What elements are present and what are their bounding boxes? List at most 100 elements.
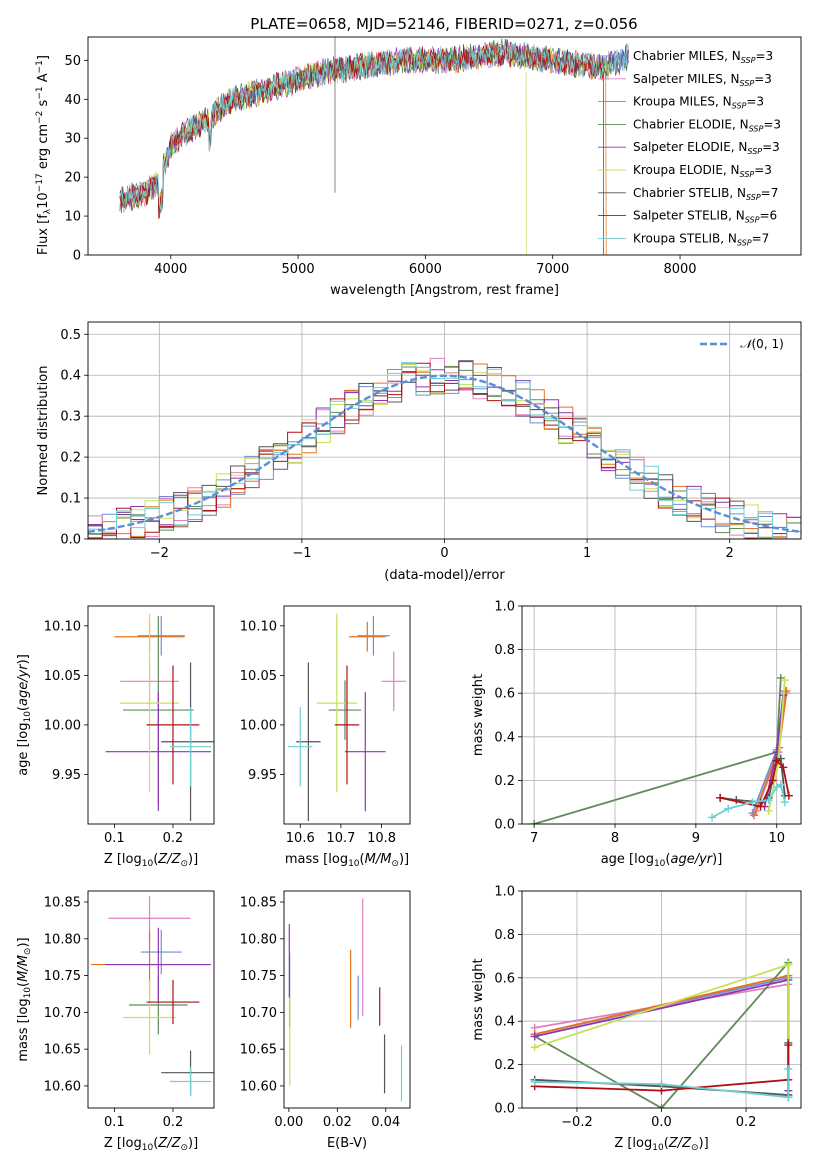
mass-weight-marker: [776, 754, 785, 763]
y-axis-label: age [log10(age/yr)]: [16, 654, 33, 776]
y-tick-label: 10: [64, 210, 81, 225]
plot-area: [105, 613, 214, 822]
mass-weight-marker: [784, 960, 793, 969]
mass-weight-vs-age-panel: 7 8 9 10 0.0 0.2 0.4 0.6 0.8 1.0 age [log10(age/yr…: [471, 600, 802, 869]
y-axis-label: Normed distribution: [36, 366, 51, 496]
axes-frame: [521, 605, 802, 825]
y-tick-label: 0.6: [494, 687, 515, 702]
legend-label: Salpeter MILES, NSSP=3: [633, 72, 772, 88]
y-tick-label: 0.0: [494, 1102, 515, 1117]
x-axis-label: wavelength [Angstrom, rest frame]: [330, 283, 559, 298]
x-tick-label: −2: [150, 546, 169, 561]
plot-area: [530, 958, 793, 1108]
mass-weight-marker: [780, 676, 789, 685]
x-tick-label: 7000: [536, 262, 569, 277]
spectrum-line-kroupa-miles: [119, 40, 607, 255]
y-tick-label: 10.65: [240, 1043, 277, 1058]
legend-label: Chabrier STELIB, NSSP=7: [633, 186, 778, 202]
y-tick-label: 20: [64, 171, 81, 186]
spectrum-line-salpeter-stelib: [119, 39, 605, 255]
mass-weight-marker: [724, 804, 733, 813]
mass-weight-marker: [772, 756, 781, 765]
mass-weight-marker: [716, 793, 725, 802]
y-tick-label: 10.10: [44, 619, 81, 634]
x-tick-label: 10: [768, 831, 785, 846]
x-tick-label: 1: [583, 546, 591, 561]
y-tick-label: 10.80: [240, 932, 277, 947]
y-axis-label: mass weight: [471, 674, 486, 756]
plot-area: [288, 898, 403, 1102]
y-tick-label: 10.65: [44, 1043, 81, 1058]
mass-weight-marker: [756, 802, 765, 811]
y-tick-label: 0.1: [60, 492, 81, 507]
spectrum-panel: 4000 5000 6000 7000 8000 0 10 20 30 40 50 Chabrier …: [35, 36, 802, 298]
plot-area: [88, 357, 801, 539]
x-axis-label: Z [log10(Z/Z⊙)]: [614, 1136, 708, 1153]
y-axis-label: mass weight: [471, 958, 486, 1040]
x-tick-label: 6000: [409, 262, 442, 277]
x-tick-label: −1: [292, 546, 311, 561]
axes-frame: [87, 36, 802, 256]
y-tick-label: 9.95: [52, 768, 81, 783]
normal-curve: [88, 374, 801, 533]
mass-weight-marker: [530, 1043, 539, 1052]
legend-label: Kroupa ELODIE, NSSP=3: [633, 163, 772, 179]
y-tick-label: 0.6: [494, 971, 515, 986]
axes-frame: [521, 890, 802, 1109]
x-axis-label: Z [log10(Z/Z⊙)]: [104, 852, 198, 869]
mass-weight-marker: [530, 820, 539, 824]
x-tick-label: −0.2: [561, 1115, 593, 1130]
mass-weight-vs-z-panel: −0.2 0.0 0.2 0.0 0.2 0.4 0.6 0.8 1.0 Z [log10(Z/Z…: [471, 885, 802, 1153]
x-tick-label: 8000: [663, 262, 696, 277]
y-tick-label: 0.3: [60, 410, 81, 425]
mass-vs-ebv-panel: 0.00 0.02 0.04 10.60 10.65 10.70 10.75 10.80 10.…: [240, 890, 411, 1151]
x-tick-label: 0.2: [736, 1115, 757, 1130]
y-tick-label: 10.00: [44, 718, 81, 733]
legend-label: Chabrier MILES, NSSP=3: [633, 49, 773, 65]
y-tick-label: 10.85: [240, 896, 277, 911]
x-tick-label: 10.7: [326, 831, 355, 846]
y-tick-label: 10.60: [240, 1079, 277, 1094]
y-tick-label: 10.70: [240, 1006, 277, 1021]
x-tick-label: 0.2: [163, 1115, 184, 1130]
x-tick-label: 0.1: [104, 831, 125, 846]
x-tick-label: 0.02: [323, 1115, 352, 1130]
y-axis-label: Flux [fλ10−17 erg cm−2 s−1 A−1]: [35, 55, 53, 255]
mass-weight-marker: [776, 673, 785, 682]
mass-weight-marker: [750, 811, 759, 820]
y-tick-label: 10.75: [240, 969, 277, 984]
mass-weight-marker: [530, 1077, 539, 1086]
y-tick-label: 10.70: [44, 1006, 81, 1021]
y-axis-label: mass [log10(M/M⊙)]: [16, 937, 33, 1061]
plot-area: [530, 673, 793, 824]
x-tick-label: 9: [692, 831, 700, 846]
axes-frame: [283, 890, 411, 1109]
mass-weight-line: [719, 758, 790, 808]
plot-area: [288, 613, 406, 822]
legend-label: 𝒩(0, 1): [740, 337, 784, 351]
mass-weight-marker: [784, 1041, 793, 1050]
y-tick-label: 0.8: [494, 928, 515, 943]
x-axis-label: (data-model)/error: [384, 568, 505, 583]
mass-weight-marker: [708, 813, 717, 822]
x-axis-label: E(B-V): [327, 1136, 367, 1151]
histogram-panel: −2 −1 0 1 2 0.0 0.1 0.2 0.3 0.4 0.5 𝒩(0, 1) (data-mo…: [36, 321, 802, 583]
y-tick-label: 0.8: [494, 643, 515, 658]
axes-frame: [283, 605, 411, 825]
y-tick-label: 0.4: [494, 1015, 515, 1030]
mass-weight-marker: [776, 780, 785, 789]
y-tick-label: 10.80: [44, 932, 81, 947]
y-tick-label: 10.05: [240, 669, 277, 684]
x-tick-label: 0: [440, 546, 448, 561]
legend-label: Salpeter STELIB, NSSP=6: [633, 209, 777, 225]
x-tick-label: 0.1: [104, 1115, 125, 1130]
mass-weight-marker: [780, 798, 789, 807]
axes-frame: [87, 890, 215, 1109]
mass-weight-marker: [657, 1104, 666, 1108]
y-tick-label: 40: [64, 93, 81, 108]
y-tick-label: 10.10: [240, 619, 277, 634]
x-tick-label: 4000: [154, 262, 187, 277]
y-tick-label: 0.5: [60, 328, 81, 343]
y-tick-label: 10.85: [44, 896, 81, 911]
